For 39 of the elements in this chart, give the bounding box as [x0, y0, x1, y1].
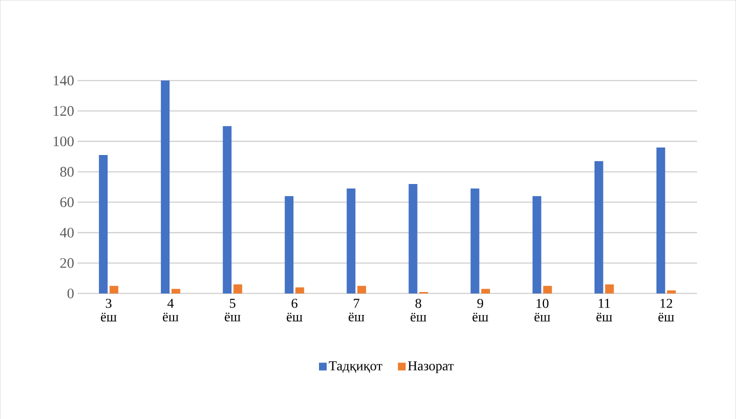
x-tick-label: 3 ёш [100, 298, 117, 322]
bar [667, 290, 676, 294]
y-tick-label: 40 [60, 227, 74, 238]
y-tick-label: 100 [54, 136, 74, 146]
bar [160, 80, 170, 294]
bar [357, 286, 366, 294]
legend-label: Тадқиқот [328, 361, 382, 373]
y-tick-label: 140 [54, 75, 74, 86]
bar [481, 288, 490, 294]
x-tick-label: 10 ёш [534, 298, 550, 322]
x-tick-label: 9 ёш [472, 298, 488, 322]
bar [532, 196, 542, 294]
x-tick-label: 11 ёш [596, 298, 612, 322]
bar [656, 147, 666, 294]
x-tick-label: 5 ёш [224, 298, 240, 322]
x-tick-label: 4 ёш [162, 298, 179, 322]
bar [594, 160, 604, 294]
bar [543, 286, 552, 294]
x-tick-label: 7 ёш [348, 298, 364, 322]
y-tick-label: 120 [54, 106, 74, 116]
bar [346, 188, 356, 294]
bar [172, 288, 180, 294]
y-tick-label: 20 [60, 258, 74, 268]
bar [470, 188, 480, 294]
bar [408, 184, 418, 294]
bar [222, 126, 232, 294]
x-tick-label: 6 ёш [286, 298, 302, 322]
y-tick-label: 80 [60, 166, 74, 176]
y-tick-label: 0 [68, 288, 74, 298]
legend-label: Назорат [408, 361, 454, 373]
bar [98, 154, 108, 294]
x-tick-label: 12 ёш [658, 298, 674, 322]
bar [110, 286, 118, 294]
x-tick-label: 8 ёш [410, 298, 426, 322]
bar [233, 284, 242, 294]
bar [605, 284, 614, 294]
bar [284, 196, 294, 294]
y-tick-label: 60 [60, 197, 74, 207]
bar [295, 287, 304, 294]
